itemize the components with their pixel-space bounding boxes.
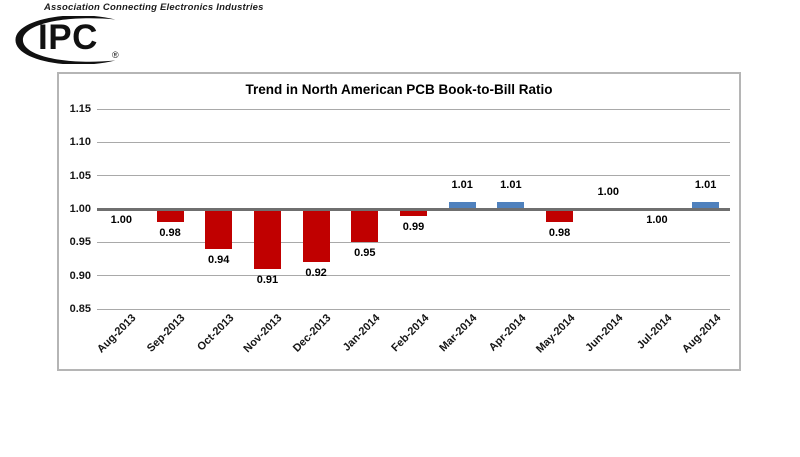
data-label: 0.98 [159,227,181,240]
y-axis-tick-label: 1.10 [69,136,91,149]
ipc-logo-block: Association Connecting Electronics Indus… [0,0,263,70]
bar [497,202,525,209]
data-label: 0.94 [208,254,230,266]
data-label: 1.01 [694,179,717,192]
bar [253,209,281,269]
data-label: 1.00 [110,214,133,226]
chart: Trend in North American PCB Book-to-Bill… [57,72,741,371]
gridline [97,108,730,110]
data-label: 1.00 [646,214,668,226]
data-label: 1.01 [500,179,522,192]
registered-mark-icon: ® [112,50,119,60]
data-label: 0.91 [256,274,279,286]
gridline [97,141,730,143]
plot-area: 1.15 1.10 1.05 1.00 0.95 0.90 0.85 1.00 0.98 0.94… [59,74,739,369]
bar [692,202,720,209]
bar [205,209,233,249]
data-label: 0.95 [354,247,376,260]
bar [302,209,330,263]
ipc-logo-text: IPC [38,18,98,57]
y-axis-tick-label: 0.90 [69,269,91,282]
bar [546,209,574,223]
data-label: 0.99 [402,220,425,233]
y-axis-tick-label: 0.95 [69,236,91,249]
y-axis-tick-label: 0.85 [69,303,91,315]
gridline [97,275,730,277]
bar [156,209,184,223]
chart-title: Trend in North American PCB Book-to-Bill… [245,82,553,97]
y-axis-tick-label: 1.00 [69,203,91,215]
gridline [97,308,730,310]
bar [448,202,476,209]
bar [351,209,379,243]
y-axis-tick-label: 1.05 [69,169,91,182]
baseline-line [97,208,730,211]
data-label: 0.92 [305,267,327,280]
gridline [97,241,730,243]
gridline [97,175,730,177]
logo-tagline: Association Connecting Electronics Indus… [44,2,264,13]
ipc-logo: IPC ® [8,14,138,66]
data-label: 1.01 [451,179,473,192]
y-axis-tick-label: 1.15 [69,103,91,115]
bar [400,209,427,216]
data-label: 0.98 [548,227,571,240]
data-label: 1.00 [597,186,619,198]
